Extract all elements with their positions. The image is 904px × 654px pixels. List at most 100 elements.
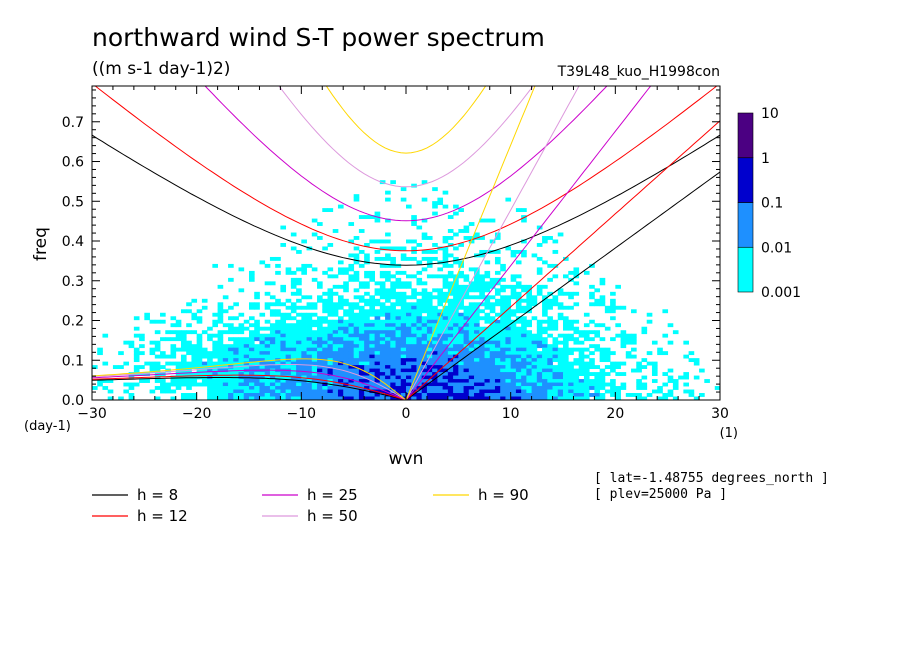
field-cell xyxy=(238,396,245,400)
field-cell xyxy=(332,354,339,359)
field-cell xyxy=(343,368,349,373)
field-cell xyxy=(217,361,224,366)
field-cell xyxy=(180,340,187,345)
field-cell xyxy=(521,358,527,363)
field-cell xyxy=(395,372,402,376)
field-cell xyxy=(474,288,480,293)
field-cell xyxy=(463,365,470,369)
field-cell xyxy=(280,365,287,369)
field-cell xyxy=(479,340,485,345)
field-cell xyxy=(599,295,606,300)
field-cell xyxy=(144,316,150,321)
field-cell xyxy=(421,386,428,390)
field-cell xyxy=(296,347,302,352)
field-cell xyxy=(259,396,266,400)
field-cell xyxy=(233,330,239,335)
field-cell xyxy=(442,379,449,383)
field-cell xyxy=(505,330,512,335)
field-cell xyxy=(583,312,590,317)
field-cell xyxy=(175,372,182,376)
field-cell xyxy=(180,330,187,335)
field-cell xyxy=(327,274,334,279)
field-cell xyxy=(610,337,616,342)
field-cell xyxy=(149,365,156,369)
field-cell xyxy=(479,326,485,331)
field-cell xyxy=(542,393,548,397)
field-cell xyxy=(672,382,679,387)
field-cell xyxy=(390,263,396,268)
field-cell xyxy=(337,302,344,307)
field-cell xyxy=(474,295,480,300)
field-cell xyxy=(353,337,360,342)
field-cell xyxy=(343,333,349,338)
field-cell xyxy=(604,358,611,363)
field-cell xyxy=(505,361,512,366)
field-cell xyxy=(484,295,491,300)
field-cell xyxy=(385,312,391,317)
field-cell xyxy=(280,326,287,331)
field-cell xyxy=(542,344,548,349)
field-cell xyxy=(568,347,574,352)
field-cell xyxy=(337,389,344,394)
field-cell xyxy=(353,312,360,317)
field-cell xyxy=(212,393,218,397)
field-cell xyxy=(196,382,203,387)
field-cell xyxy=(348,337,355,342)
field-cell xyxy=(379,361,386,366)
field-cell xyxy=(500,284,506,289)
field-cell xyxy=(651,365,658,369)
field-cell xyxy=(379,326,386,331)
field-cell xyxy=(526,389,532,394)
field-cell xyxy=(259,372,266,376)
field-cell xyxy=(489,351,496,356)
field-cell xyxy=(395,277,402,282)
field-cell xyxy=(583,365,590,369)
field-cell xyxy=(447,386,454,390)
field-cell xyxy=(228,382,234,387)
field-cell xyxy=(254,358,260,363)
field-cell xyxy=(301,368,307,373)
field-cell xyxy=(327,333,334,338)
field-cell xyxy=(447,382,454,387)
field-cell xyxy=(510,358,517,363)
field-cell xyxy=(651,361,658,366)
field-cell xyxy=(254,375,260,380)
field-cell xyxy=(311,319,318,324)
field-cell xyxy=(390,326,396,331)
field-cell xyxy=(290,396,297,400)
field-cell xyxy=(400,382,407,387)
field-cell xyxy=(290,305,297,310)
field-cell xyxy=(421,197,428,202)
field-cell xyxy=(426,302,433,307)
field-cell xyxy=(212,263,218,268)
field-cell xyxy=(306,358,313,363)
field-cell xyxy=(154,344,161,349)
field-cell xyxy=(400,291,407,296)
field-cell xyxy=(395,323,402,328)
field-cell xyxy=(442,319,449,324)
field-cell xyxy=(296,365,302,369)
field-cell xyxy=(563,375,569,380)
field-cell xyxy=(604,326,611,331)
field-cell xyxy=(296,361,302,366)
field-cell xyxy=(222,323,229,328)
field-cell xyxy=(688,351,695,356)
field-cell xyxy=(390,361,396,366)
field-cell xyxy=(693,396,700,400)
field-cell xyxy=(447,354,454,359)
field-cell xyxy=(285,344,292,349)
field-cell xyxy=(379,274,386,279)
field-cell xyxy=(463,337,470,342)
field-cell xyxy=(374,288,381,293)
field-cell xyxy=(238,344,245,349)
field-cell xyxy=(447,309,454,314)
field-cell xyxy=(243,347,250,352)
field-cell xyxy=(332,396,339,400)
field-cell xyxy=(657,351,663,356)
field-cell xyxy=(479,344,485,349)
field-cell xyxy=(160,386,166,390)
field-cell xyxy=(468,344,475,349)
field-cell xyxy=(400,298,407,303)
field-cell xyxy=(552,347,559,352)
field-cell xyxy=(636,379,642,383)
